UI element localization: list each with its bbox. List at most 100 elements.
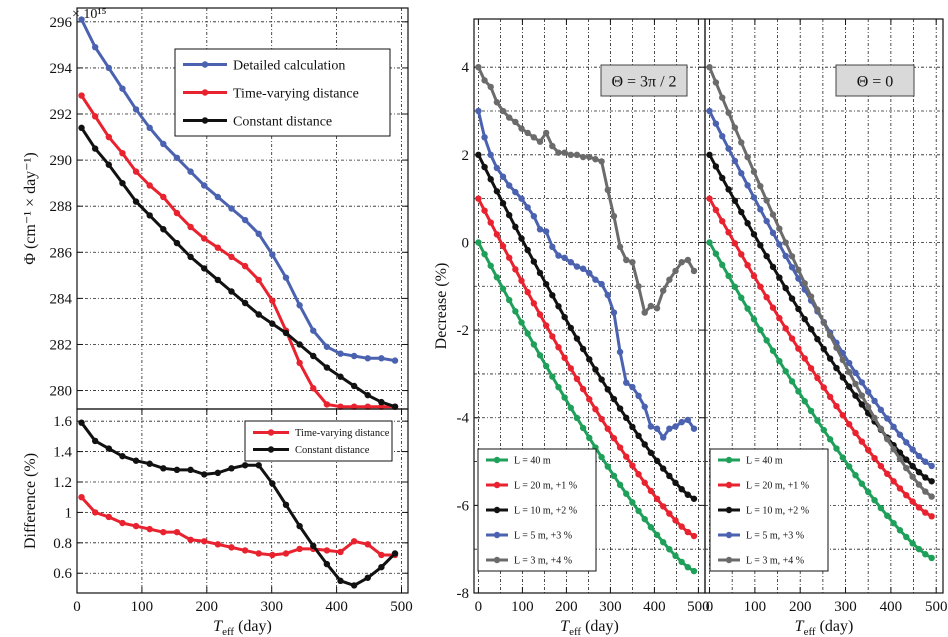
decrease-3pi2-data-point xyxy=(635,471,642,478)
decrease-0-data-point xyxy=(750,168,758,175)
decrease-0-data-point xyxy=(795,388,802,395)
decrease-3pi2-data-point xyxy=(524,246,531,254)
decrease-0-frame xyxy=(704,18,944,594)
decrease-3pi2-legend-marker xyxy=(493,456,501,464)
phi-legend-marker xyxy=(201,61,209,68)
decrease-3pi2-legend-label: L = 10 m, +2 % xyxy=(514,506,577,517)
decrease-0-data-point xyxy=(884,512,891,519)
decrease-0-data-point xyxy=(738,208,745,216)
phi-ytick-label: 288 xyxy=(50,199,73,215)
difference-data-point xyxy=(255,550,262,557)
decrease-3pi2-data-point xyxy=(690,567,698,575)
decrease-3pi2-ytick-label: -8 xyxy=(457,586,470,602)
decrease-3pi2-data-point xyxy=(567,365,574,372)
decrease-0-data-point xyxy=(839,454,847,461)
decrease-3pi2-data-point xyxy=(678,558,685,566)
decrease-3pi2-data-point xyxy=(653,425,661,432)
decrease-0-data-point xyxy=(928,493,935,500)
decrease-3pi2-data-point xyxy=(586,434,593,442)
phi-data-point xyxy=(214,276,222,284)
decrease-3pi2-data-point xyxy=(487,219,494,226)
difference-legend: Time-varying distance Constant distance xyxy=(244,420,393,462)
decrease-3pi2-legend-label: L = 20 m, +1 % xyxy=(514,481,577,492)
decrease-3pi2-data-point xyxy=(573,414,581,422)
decrease-0-data-point xyxy=(725,145,732,152)
decrease-3pi2-data-point xyxy=(635,283,642,290)
decrease-3pi2-data-point xyxy=(653,304,661,312)
decrease-3pi2-data-point xyxy=(530,258,538,265)
decrease-0-data-point xyxy=(858,379,866,386)
decrease-3pi2-ylabel: Decrease (%) xyxy=(433,263,450,350)
decrease-3pi2-data-point xyxy=(684,491,692,498)
phi-legend-marker xyxy=(201,117,209,124)
decrease-3pi2-data-point xyxy=(493,99,501,106)
difference-data-point xyxy=(378,551,385,559)
decrease-0-data-point xyxy=(795,345,802,352)
decrease-0-data-point xyxy=(915,504,923,511)
difference-grid xyxy=(77,409,408,593)
decrease-0-data-point xyxy=(738,139,745,146)
decrease-3pi2-data-point xyxy=(555,149,562,156)
phi-ylabel: Φ (cm⁻¹ × day⁻¹) xyxy=(22,152,39,265)
decrease-3pi2-xtick-label: 500 xyxy=(687,599,710,615)
decrease-3pi2-data-point xyxy=(610,309,618,316)
phi-data-point xyxy=(269,320,276,327)
decrease-3pi2-data-point xyxy=(499,285,507,292)
phi-legend-label: Time-varying distance xyxy=(233,86,359,101)
decrease-3pi2-series-0 xyxy=(475,239,698,575)
decrease-0-data-point xyxy=(769,229,777,237)
decrease-3pi2-data-point xyxy=(579,265,587,272)
difference-data-point xyxy=(214,541,222,548)
decrease-3pi2-data-point xyxy=(641,515,648,523)
decrease-3pi2-data-point xyxy=(579,153,587,161)
phi-data-point xyxy=(378,398,385,406)
decrease-3pi2-data-point xyxy=(512,188,519,196)
decrease-3pi2-xlabel-unit: (day) xyxy=(581,618,619,635)
decrease-0-data-point xyxy=(744,261,751,269)
decrease-0-data-point xyxy=(852,392,859,399)
decrease-3pi2-data-point xyxy=(487,262,494,269)
decrease-0-data-point xyxy=(877,425,885,432)
difference-data-point xyxy=(201,471,208,478)
difference-data-point xyxy=(91,437,99,445)
phi-data-point xyxy=(296,341,303,348)
phi-data-point xyxy=(201,182,208,189)
decrease-3pi2-data-point xyxy=(512,223,519,231)
decrease-3pi2-data-point xyxy=(586,153,593,161)
decrease-0-data-point xyxy=(839,374,847,381)
difference-data-point xyxy=(350,538,358,545)
decrease-3pi2-data-point xyxy=(493,188,501,195)
decrease-0-data-point xyxy=(706,107,713,115)
phi-data-point xyxy=(350,382,358,390)
decrease-3pi2-data-point xyxy=(555,252,562,259)
decrease-3pi2-data-point xyxy=(666,425,673,432)
decrease-0-data-point xyxy=(890,519,897,527)
decrease-3pi2-data-point xyxy=(475,107,482,115)
decrease-3pi2-data-point xyxy=(623,490,630,497)
decrease-3pi2-data-point xyxy=(518,195,525,202)
phi-data-point xyxy=(201,265,208,272)
difference-data-point xyxy=(214,469,222,477)
decrease-3pi2-legend: L = 40 m L = 20 m, +1 % L = 10 m, +2 % L = … xyxy=(477,448,597,572)
decrease-3pi2-data-point xyxy=(660,434,667,441)
decrease-3pi2-data-point xyxy=(647,449,655,456)
decrease-0-data-point xyxy=(719,217,726,225)
decrease-0-data-point xyxy=(731,124,739,131)
decrease-0-xlabel-var: T xyxy=(795,618,805,635)
chart-phi: 280 282 284 286 288 290 292 294 296 Φ (cm⁻¹ × day… xyxy=(22,7,409,410)
decrease-0-xtick-label: 0 xyxy=(706,599,714,615)
decrease-0-data-point xyxy=(788,378,796,385)
difference-ylabel: Difference (%) xyxy=(22,453,39,549)
decrease-3pi2-data-point xyxy=(549,243,556,251)
decrease-3pi2-data-point xyxy=(536,269,544,277)
phi-data-point xyxy=(364,403,371,410)
decrease-3pi2-legend-marker xyxy=(493,531,501,539)
phi-data-point xyxy=(173,154,181,161)
phi-series-2 xyxy=(78,124,399,410)
decrease-3pi2-data-point xyxy=(579,345,587,353)
decrease-3pi2-data-point xyxy=(592,276,599,283)
decrease-3pi2-data-point xyxy=(623,379,630,386)
difference-data-point xyxy=(241,547,249,554)
decrease-0-data-point xyxy=(915,468,923,476)
difference-data-point xyxy=(173,466,181,474)
